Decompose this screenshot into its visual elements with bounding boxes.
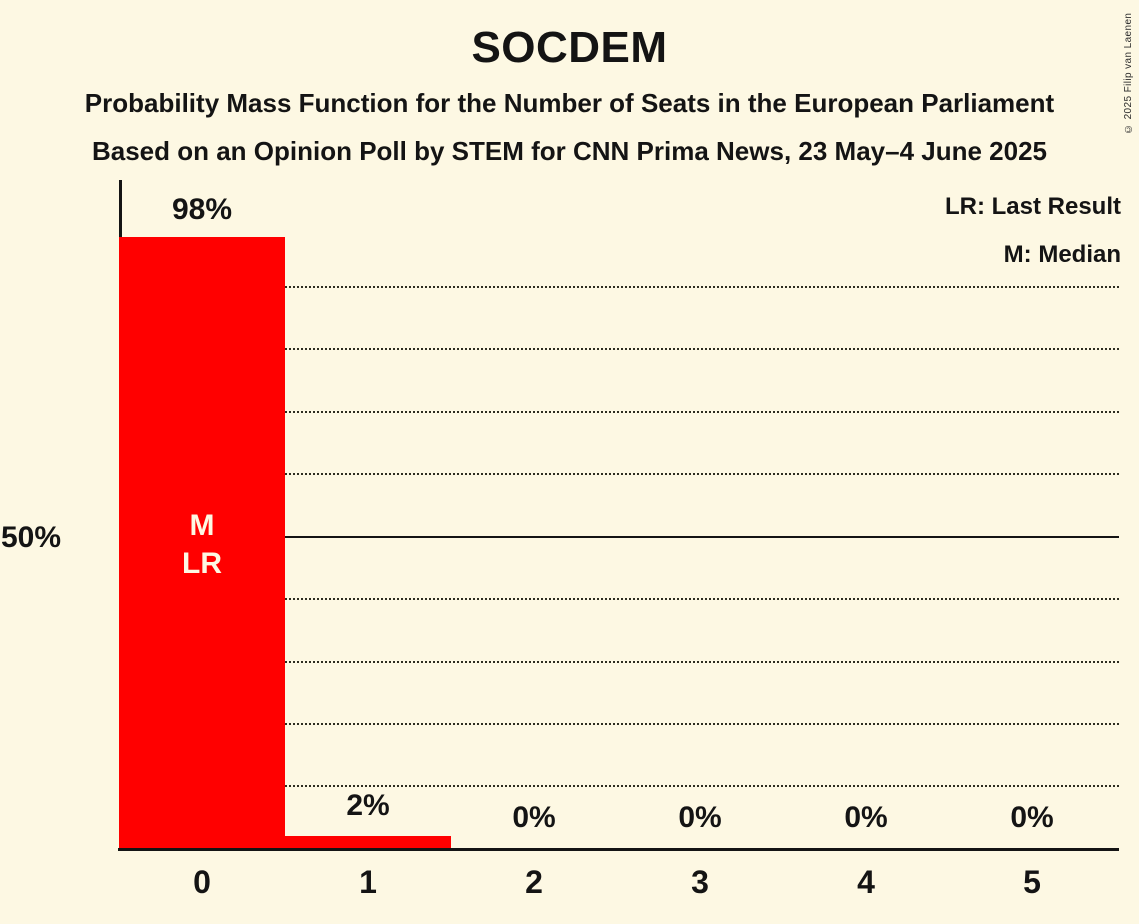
gridline-10 (285, 785, 1119, 787)
gridline-40 (285, 598, 1119, 600)
x-tick-label-2: 2 (525, 864, 543, 900)
value-label-seats-3: 0% (678, 801, 722, 834)
y-axis-tick-label-50: 50% (0, 521, 61, 554)
gridline-85 (285, 348, 1119, 350)
chart-subtitle-line1: Probability Mass Function for the Number… (84, 88, 1055, 118)
gridline-30 (285, 661, 1119, 663)
plot-area: M LR 98% 2% 0% 0% 0% 0% (118, 180, 1119, 851)
page-title: SOCDEM (471, 23, 668, 72)
value-label-seats-5: 0% (1010, 801, 1054, 834)
gridline-95 (285, 286, 1119, 288)
legend-item-last-result: LR: Last Result (944, 193, 1121, 220)
x-tick-label-0: 0 (193, 864, 211, 900)
median-marker: M (189, 509, 215, 542)
x-tick-label-5: 5 (1023, 864, 1041, 900)
gridline-50-major (285, 536, 1119, 538)
gridline-75 (285, 411, 1119, 413)
value-label-seats-1: 2% (346, 789, 390, 822)
gridline-20 (285, 723, 1119, 725)
copyright-notice: © 2025 Filip van Laenen (1123, 12, 1134, 134)
gridline-65 (285, 473, 1119, 475)
chart-subtitle-line2: Based on an Opinion Poll by STEM for CNN… (91, 136, 1048, 166)
legend-item-median: M: Median (1003, 241, 1121, 268)
x-axis-line (118, 848, 1119, 851)
last-result-marker: LR (182, 547, 222, 580)
bar-seats-0[interactable]: M LR (119, 237, 285, 848)
x-tick-label-3: 3 (691, 864, 709, 900)
value-label-seats-2: 0% (512, 801, 556, 834)
bar-seats-1[interactable] (285, 836, 451, 848)
x-tick-label-1: 1 (359, 864, 377, 900)
legend: LR: Last Result M: Median (945, 183, 1121, 279)
x-tick-label-4: 4 (857, 864, 875, 900)
value-label-seats-4: 0% (844, 801, 888, 834)
value-label-seats-0: 98% (171, 193, 233, 226)
